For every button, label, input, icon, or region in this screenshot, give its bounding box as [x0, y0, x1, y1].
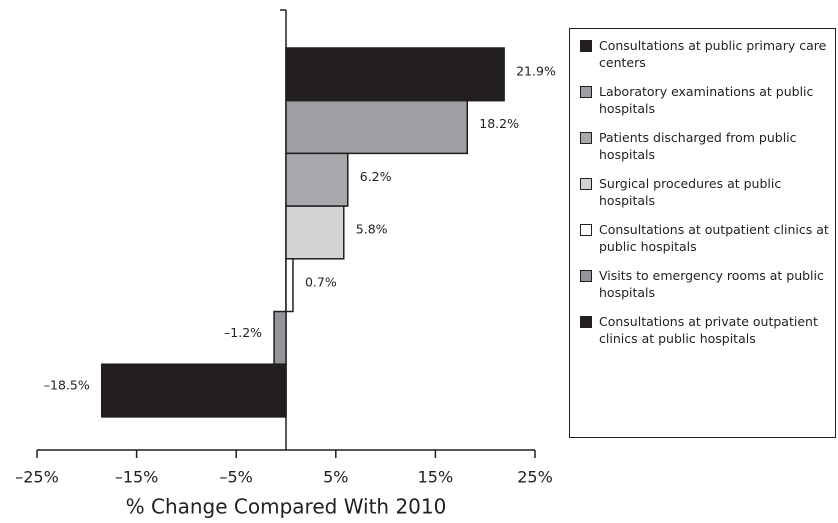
legend-swatch [580, 270, 592, 282]
legend-entry: Surgical procedures at public hospitals [580, 175, 835, 209]
legend-entry: Visits to emergency rooms at public hosp… [580, 267, 835, 301]
legend-swatch [580, 86, 592, 98]
legend-label: Consultations at outpatient clinics at p… [599, 222, 829, 254]
legend-swatch [580, 224, 592, 236]
legend-entry: Consultations at public primary care cen… [580, 37, 835, 71]
value-label: 18.2% [479, 116, 519, 131]
x-tick-label: 25% [517, 468, 553, 487]
legend-label: Consultations at private outpatient clin… [599, 314, 818, 346]
legend-entry: Consultations at private outpatient clin… [580, 313, 835, 347]
bar [285, 258, 294, 313]
x-tick-label: –5% [220, 468, 253, 487]
x-tick-label: 5% [323, 468, 348, 487]
bar [273, 310, 287, 365]
legend-label: Visits to emergency rooms at public hosp… [599, 268, 824, 300]
value-label: –1.2% [224, 325, 262, 340]
legend-entry: Laboratory examinations at public hospit… [580, 83, 835, 117]
bar [100, 363, 287, 418]
legend: Consultations at public primary care cen… [569, 28, 836, 438]
legend-label: Patients discharged from public hospital… [599, 130, 797, 162]
x-tick-label: –15% [115, 468, 159, 487]
legend-entry: Patients discharged from public hospital… [580, 129, 835, 163]
bar [285, 99, 469, 155]
legend-entry: Consultations at outpatient clinics at p… [580, 221, 835, 255]
legend-label: Laboratory examinations at public hospit… [599, 84, 814, 116]
value-label: 5.8% [356, 222, 388, 237]
value-label: 21.9% [516, 64, 556, 79]
x-tick-label: 15% [418, 468, 454, 487]
value-label: 0.7% [305, 274, 337, 289]
chart: % Change Compared With 2010 –25% –15% –5% 5… [15, 9, 556, 519]
bar [285, 205, 345, 260]
value-label: 6.2% [360, 169, 392, 184]
value-label: –18.5% [44, 378, 90, 393]
bar [285, 47, 505, 102]
legend-swatch [580, 178, 592, 190]
legend-label: Consultations at public primary care cen… [599, 38, 827, 70]
legend-swatch [580, 132, 592, 144]
legend-swatch [580, 316, 592, 328]
legend-label: Surgical procedures at public hospitals [599, 176, 782, 208]
bar [285, 152, 349, 207]
x-axis-title: % Change Compared With 2010 [126, 495, 447, 519]
legend-swatch [580, 40, 592, 52]
x-tick-label: –25% [15, 468, 59, 487]
